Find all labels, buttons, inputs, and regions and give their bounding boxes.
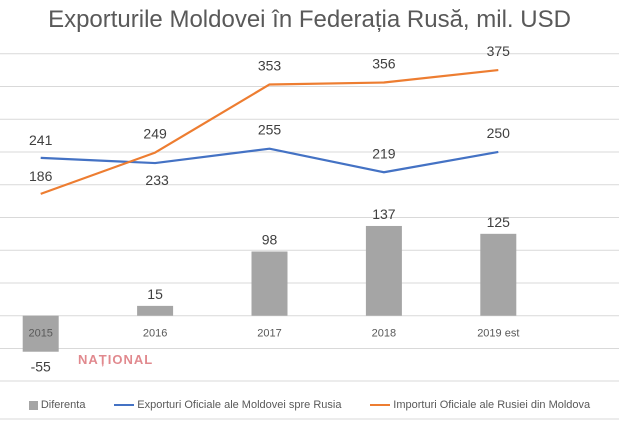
bar-2017 <box>251 251 288 316</box>
x-tick-label: 2018 <box>372 328 396 340</box>
imports-data-label: 356 <box>372 56 396 72</box>
legend-swatch-bar <box>28 400 38 410</box>
legend-swatch-line <box>114 404 135 406</box>
legend-swatch-line <box>370 404 391 406</box>
imports-data-label: 353 <box>258 57 282 73</box>
bar-2015 <box>22 315 59 352</box>
legend-item-exporturi[interactable]: Exporturi Oficiale ale Moldovei spre Rus… <box>114 399 341 411</box>
line-series-2 <box>40 68 499 195</box>
exports-data-label: 250 <box>487 125 511 141</box>
x-tick-label: 2019 est <box>477 328 519 340</box>
bar-2019 est <box>480 233 517 316</box>
bar-data-label: 98 <box>262 232 278 248</box>
imports-data-label: 375 <box>487 43 511 59</box>
exports-data-label: 241 <box>29 132 53 148</box>
bar-data-label: 137 <box>372 206 396 222</box>
exports-data-label: 255 <box>258 122 282 138</box>
legend-label: Exporturi Oficiale ale Moldovei spre Rus… <box>137 399 342 411</box>
imports-data-label: 249 <box>143 126 167 142</box>
legend-label: Importuri Oficiale ale Rusiei din Moldov… <box>393 399 591 411</box>
x-tick-label: 2017 <box>257 328 281 340</box>
imports-data-label: 186 <box>29 168 53 184</box>
x-tick-label: 2015 <box>28 328 52 340</box>
bar-data-label: -55 <box>31 359 51 375</box>
legend-item-diferenta[interactable]: Diferenta <box>28 399 86 411</box>
legend-item-importuri[interactable]: Importuri Oficiale ale Rusiei din Moldov… <box>370 399 590 411</box>
watermark-logo: NAȚIONAL <box>78 352 154 367</box>
legend: Diferenta Exporturi Oficiale ale Moldove… <box>0 396 619 414</box>
chart-title: Exporturile Moldovei în Federația Rusă, … <box>48 6 571 33</box>
bar-data-label: 125 <box>487 214 511 230</box>
exports-data-label: 233 <box>145 172 169 188</box>
legend-label: Diferenta <box>40 399 86 411</box>
bar-2018 <box>365 225 402 316</box>
bar-data-label: 15 <box>147 286 163 302</box>
line-series-1 <box>40 147 499 174</box>
bar-2016 <box>137 305 174 316</box>
x-tick-label: 2016 <box>143 328 167 340</box>
exports-data-label: 219 <box>372 145 396 161</box>
